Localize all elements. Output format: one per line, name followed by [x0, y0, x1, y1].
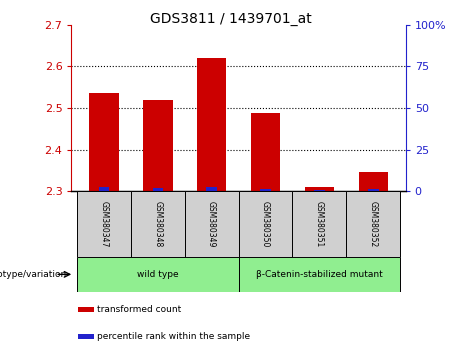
- Text: GDS3811 / 1439701_at: GDS3811 / 1439701_at: [150, 12, 311, 27]
- FancyBboxPatch shape: [131, 191, 185, 257]
- Bar: [314, 190, 325, 191]
- Bar: [368, 189, 378, 191]
- Bar: [251, 113, 280, 191]
- FancyBboxPatch shape: [346, 191, 400, 257]
- Bar: [305, 187, 334, 191]
- Bar: [78, 307, 94, 312]
- Text: GSM380347: GSM380347: [99, 201, 108, 247]
- Text: genotype/variation: genotype/variation: [0, 270, 67, 279]
- FancyBboxPatch shape: [77, 191, 131, 257]
- Text: GSM380349: GSM380349: [207, 201, 216, 247]
- Text: percentile rank within the sample: percentile rank within the sample: [97, 332, 250, 341]
- Text: wild type: wild type: [137, 270, 178, 279]
- FancyBboxPatch shape: [185, 191, 239, 257]
- Bar: [260, 189, 271, 191]
- FancyBboxPatch shape: [77, 257, 239, 292]
- Text: β-Catenin-stabilized mutant: β-Catenin-stabilized mutant: [256, 270, 383, 279]
- Text: GSM380352: GSM380352: [369, 201, 378, 247]
- Text: transformed count: transformed count: [97, 305, 181, 314]
- FancyBboxPatch shape: [292, 191, 346, 257]
- Text: GSM380350: GSM380350: [261, 201, 270, 247]
- Text: GSM380348: GSM380348: [153, 201, 162, 247]
- Bar: [89, 93, 118, 191]
- Bar: [207, 187, 217, 191]
- Bar: [153, 188, 163, 191]
- FancyBboxPatch shape: [239, 257, 400, 292]
- FancyBboxPatch shape: [239, 191, 292, 257]
- Bar: [197, 58, 226, 191]
- Bar: [78, 334, 94, 339]
- Bar: [99, 187, 109, 191]
- Bar: [143, 100, 172, 191]
- Bar: [359, 172, 388, 191]
- Text: GSM380351: GSM380351: [315, 201, 324, 247]
